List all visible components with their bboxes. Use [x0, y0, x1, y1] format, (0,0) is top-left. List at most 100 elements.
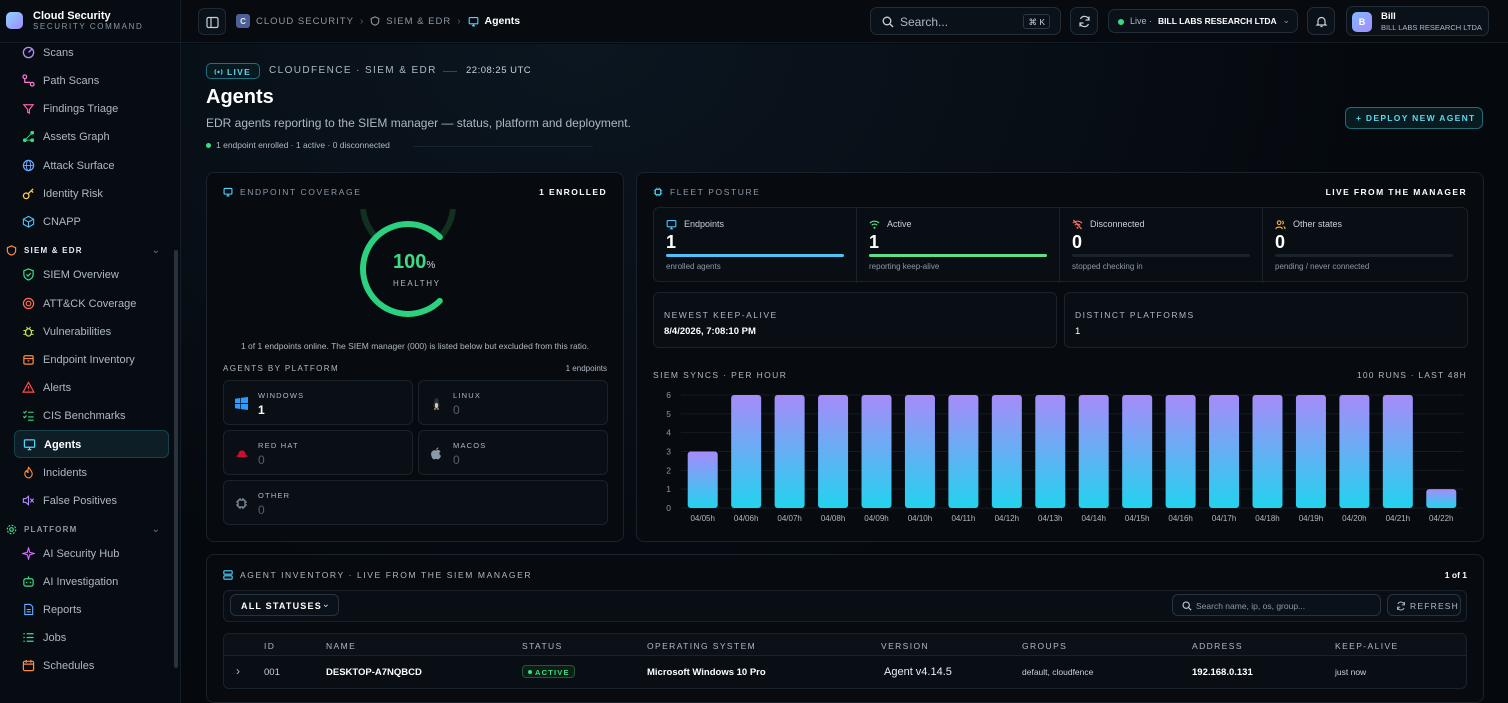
chart-bar[interactable] [1252, 395, 1283, 508]
user-menu[interactable]: B Bill BILL LABS RESEARCH LTDA [1346, 6, 1489, 36]
cell-groups: default, cloudfence [1022, 667, 1094, 677]
server-icon [223, 570, 233, 580]
chart-bar[interactable] [991, 395, 1022, 508]
chevron-down-icon[interactable]: ⌄ [151, 245, 160, 256]
deploy-new-agent-button[interactable]: + DEPLOY NEW AGENT [1345, 107, 1483, 129]
status-filter-select[interactable]: ALL STATUSES ⌄ [230, 594, 339, 616]
sidebar-item-label: AI Investigation [43, 576, 119, 588]
chart-bar[interactable] [1209, 395, 1240, 508]
bug-icon [23, 326, 34, 337]
cell-keepalive: just now [1335, 667, 1367, 677]
platform-tile-redhat[interactable]: RED HAT 0 [223, 430, 413, 475]
sidebar: Cloud Security SECURITY COMMAND Scans Pa… [0, 0, 181, 703]
sidebar-item-siem-overview[interactable]: SIEM Overview [14, 261, 169, 289]
sidebar-item-attck-coverage[interactable]: ATT&CK Coverage [14, 290, 169, 318]
chart-bar[interactable] [1339, 395, 1370, 508]
sidebar-scrollbar[interactable] [174, 250, 178, 668]
sidebar-item-label: Identity Risk [43, 188, 103, 200]
chart-bar[interactable] [904, 395, 935, 508]
search-icon [1182, 601, 1192, 611]
chart-bar[interactable] [1078, 395, 1109, 508]
column-header-id[interactable]: ID [264, 641, 276, 651]
sidebar-item-endpoint-inventory[interactable]: Endpoint Inventory [14, 346, 169, 374]
chart-bar[interactable] [948, 395, 979, 508]
column-header-os[interactable]: OPERATING SYSTEM [647, 641, 757, 651]
sidebar-item-ai-security-hub[interactable]: AI Security Hub [14, 540, 169, 568]
y-tick-label: 2 [666, 465, 671, 475]
cell-name: DESKTOP-A7NQBCD [326, 667, 422, 678]
fleet-source: LIVE FROM THE MANAGER [1325, 187, 1467, 197]
checklist-icon [22, 410, 34, 421]
sidebar-item-cis-benchmarks[interactable]: CIS Benchmarks [14, 402, 169, 430]
x-tick-label: 04/16h [1168, 514, 1192, 523]
x-tick-label: 04/21h [1386, 514, 1410, 523]
sidebar-item-incidents[interactable]: Incidents [14, 459, 169, 487]
stat-other-states: Other states 0 pending / never connected [1263, 208, 1468, 283]
sidebar-item-attack-surface[interactable]: Attack Surface [14, 152, 169, 180]
sidebar-item-alerts[interactable]: Alerts [14, 374, 169, 402]
y-tick-label: 0 [666, 503, 671, 513]
column-header-keepalive[interactable]: KEEP-ALIVE [1335, 641, 1399, 651]
sidebar-item-cnapp[interactable]: CNAPP [14, 208, 169, 236]
stat-label: Active [887, 219, 912, 229]
sidebar-item-schedules[interactable]: Schedules [14, 652, 169, 680]
sidebar-item-jobs[interactable]: Jobs [14, 624, 169, 652]
inventory-search-input[interactable]: Search name, ip, os, group... [1172, 594, 1381, 616]
sidebar-toggle-button[interactable] [198, 8, 226, 35]
crumb-siem-edr[interactable]: SIEM & EDR [386, 15, 452, 27]
refresh-button[interactable] [1070, 7, 1098, 35]
chart-bar[interactable] [774, 395, 805, 508]
chart-bar[interactable] [1165, 395, 1196, 508]
platform-tile-windows[interactable]: WINDOWS 1 [223, 380, 413, 425]
sidebar-item-label: Reports [43, 604, 82, 616]
chart-bar[interactable] [1426, 489, 1457, 508]
stat-label: Other states [1293, 219, 1343, 229]
platform-tile-other[interactable]: OTHER 0 [223, 480, 608, 525]
platform-tile-linux[interactable]: LINUX 0 [418, 380, 608, 425]
chevron-down-icon[interactable]: ⌄ [151, 524, 160, 535]
x-tick-label: 04/14h [1081, 514, 1105, 523]
chart-bar[interactable] [861, 395, 892, 508]
sidebar-item-ai-investigation[interactable]: AI Investigation [14, 568, 169, 596]
sidebar-item-scans[interactable]: Scans [14, 39, 169, 67]
chart-bar[interactable] [1382, 395, 1413, 508]
sidebar-section-platform[interactable]: PLATFORM ⌄ [6, 522, 166, 538]
sidebar-item-findings-triage[interactable]: Findings Triage [14, 95, 169, 123]
sidebar-item-false-positives[interactable]: False Positives [14, 487, 169, 515]
x-tick-label: 04/11h [951, 514, 975, 523]
chart-title: SIEM SYNCS · PER HOUR [653, 370, 788, 380]
column-header-name[interactable]: NAME [326, 641, 357, 651]
column-header-version[interactable]: VERSION [881, 641, 930, 651]
fleet-posture-card: FLEET POSTURE LIVE FROM THE MANAGER Endp… [636, 172, 1484, 542]
notifications-button[interactable] [1307, 7, 1335, 35]
crumb-cloud-security[interactable]: CLOUD SECURITY [256, 15, 354, 27]
tenant-selector[interactable]: Live · BILL LABS RESEARCH LTDA ⌄ [1108, 9, 1298, 33]
platform-tile-macos[interactable]: MACOS 0 [418, 430, 608, 475]
sidebar-item-agents[interactable]: Agents [14, 430, 169, 458]
brand-logo[interactable] [6, 12, 23, 29]
expand-row-icon[interactable]: › [236, 664, 240, 678]
sidebar-item-path-scans[interactable]: Path Scans [14, 67, 169, 95]
deploy-button-label: + DEPLOY NEW AGENT [1356, 113, 1476, 123]
chart-bar[interactable] [1122, 395, 1153, 508]
agent-inventory-card: AGENT INVENTORY · LIVE FROM THE SIEM MAN… [206, 554, 1484, 703]
chart-bar[interactable] [1295, 395, 1326, 508]
column-header-status[interactable]: STATUS [522, 641, 563, 651]
sparkle-icon [22, 547, 35, 560]
sidebar-item-vulnerabilities[interactable]: Vulnerabilities [14, 318, 169, 346]
chart-bar[interactable] [687, 451, 718, 509]
platform-name: MACOS [453, 441, 487, 450]
sidebar-item-identity-risk[interactable]: Identity Risk [14, 180, 169, 208]
column-header-groups[interactable]: GROUPS [1022, 641, 1068, 651]
chart-bar[interactable] [731, 395, 762, 508]
chart-subtitle: 100 RUNS · LAST 48H [1356, 370, 1467, 380]
inventory-refresh-button[interactable]: REFRESH [1387, 594, 1461, 616]
wifi-icon [869, 220, 880, 229]
chart-bar[interactable] [1035, 395, 1066, 508]
global-search-input[interactable]: Search... ⌘ K [870, 7, 1061, 35]
sidebar-item-reports[interactable]: Reports [14, 596, 169, 624]
sidebar-item-assets-graph[interactable]: Assets Graph [14, 123, 169, 151]
column-header-address[interactable]: ADDRESS [1192, 641, 1243, 651]
chart-bar[interactable] [818, 395, 849, 508]
sidebar-section-siem[interactable]: SIEM & EDR ⌄ [6, 243, 166, 259]
